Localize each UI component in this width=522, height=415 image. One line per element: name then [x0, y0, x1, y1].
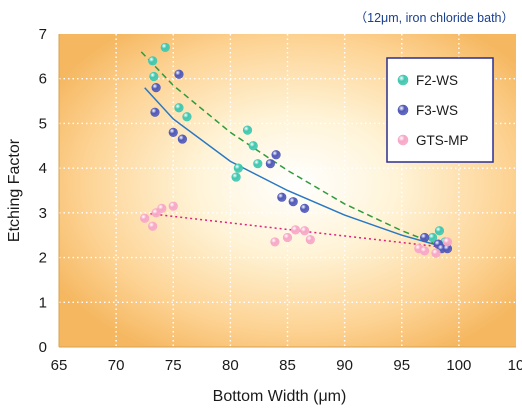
trend-line-f3-ws [144, 87, 442, 248]
data-point-f3-ws [168, 127, 178, 137]
legend-label-f2-ws: F2-WS [416, 73, 458, 88]
data-point-f3-ws [271, 150, 281, 160]
data-point-f2-ws [242, 125, 253, 135]
data-point-f2-ws [434, 226, 445, 236]
data-point-f2-ws [233, 163, 243, 173]
data-point-f3-ws [151, 83, 161, 93]
x-tick-label: 90 [336, 357, 353, 374]
data-point-gts-mp [140, 213, 150, 223]
y-tick-label: 5 [39, 115, 47, 132]
data-point-f3-ws [288, 197, 298, 207]
x-tick-label: 100 [446, 357, 471, 374]
data-point-gts-mp [431, 248, 441, 258]
x-tick-label: 75 [165, 357, 182, 374]
data-point-f2-ws [231, 172, 241, 182]
data-point-gts-mp [270, 237, 280, 247]
x-tick-label: 95 [393, 357, 410, 374]
legend-marker-gts-mp [397, 134, 409, 146]
data-point-f3-ws [420, 232, 430, 243]
y-tick-label: 7 [39, 26, 47, 43]
grid-lines [58, 34, 516, 348]
data-point-f3-ws [277, 192, 287, 202]
legend-label-f3-ws: F3-WS [416, 103, 458, 118]
data-point-gts-mp [420, 246, 430, 256]
data-point-f3-ws [300, 203, 310, 213]
data-point-f2-ws [253, 159, 263, 169]
data-point-f2-ws [148, 56, 158, 66]
data-point-gts-mp [157, 203, 167, 213]
y-tick-label: 3 [39, 205, 47, 222]
data-point-f3-ws [150, 107, 160, 117]
y-tick-label: 2 [39, 250, 47, 267]
data-point-gts-mp [282, 232, 293, 243]
legend-label-gts-mp: GTS-MP [416, 133, 469, 148]
trend-lines [140, 51, 448, 249]
y-tick-label: 1 [39, 294, 47, 311]
data-point-f3-ws [177, 134, 187, 144]
y-axis-label: Etching Factor [6, 138, 23, 242]
data-point-gts-mp [300, 226, 310, 236]
data-point-f2-ws [182, 112, 192, 122]
legend-marker-f2-ws [397, 74, 409, 86]
x-axis-label: Bottom Width (μm) [213, 388, 347, 405]
x-tick-label: 65 [51, 357, 68, 374]
data-point-gts-mp [305, 235, 315, 245]
x-tick-label: 85 [279, 357, 296, 374]
legend-marker-f3-ws [397, 104, 409, 116]
data-point-f2-ws [160, 42, 170, 53]
legend: F2-WS F3-WS GTS-MP [386, 57, 494, 163]
data-point-gts-mp [290, 225, 301, 235]
data-point-f2-ws [174, 103, 184, 113]
data-point-f3-ws [174, 69, 184, 79]
y-tick-label: 6 [39, 71, 47, 88]
data-point-f2-ws [149, 71, 159, 82]
data-point-f2-ws [248, 141, 258, 151]
chart-annotation: （12μm, iron chloride bath） [355, 11, 514, 25]
data-points [140, 42, 453, 258]
data-point-gts-mp [442, 237, 453, 247]
data-point-f3-ws [265, 159, 275, 169]
x-tick-label: 80 [222, 357, 239, 374]
y-tick-label: 0 [39, 339, 47, 356]
x-tick-label: 10 [508, 357, 522, 374]
y-tick-label: 4 [39, 160, 47, 177]
data-point-gts-mp [168, 201, 178, 211]
data-point-gts-mp [148, 221, 158, 231]
x-tick-label: 70 [108, 357, 125, 374]
